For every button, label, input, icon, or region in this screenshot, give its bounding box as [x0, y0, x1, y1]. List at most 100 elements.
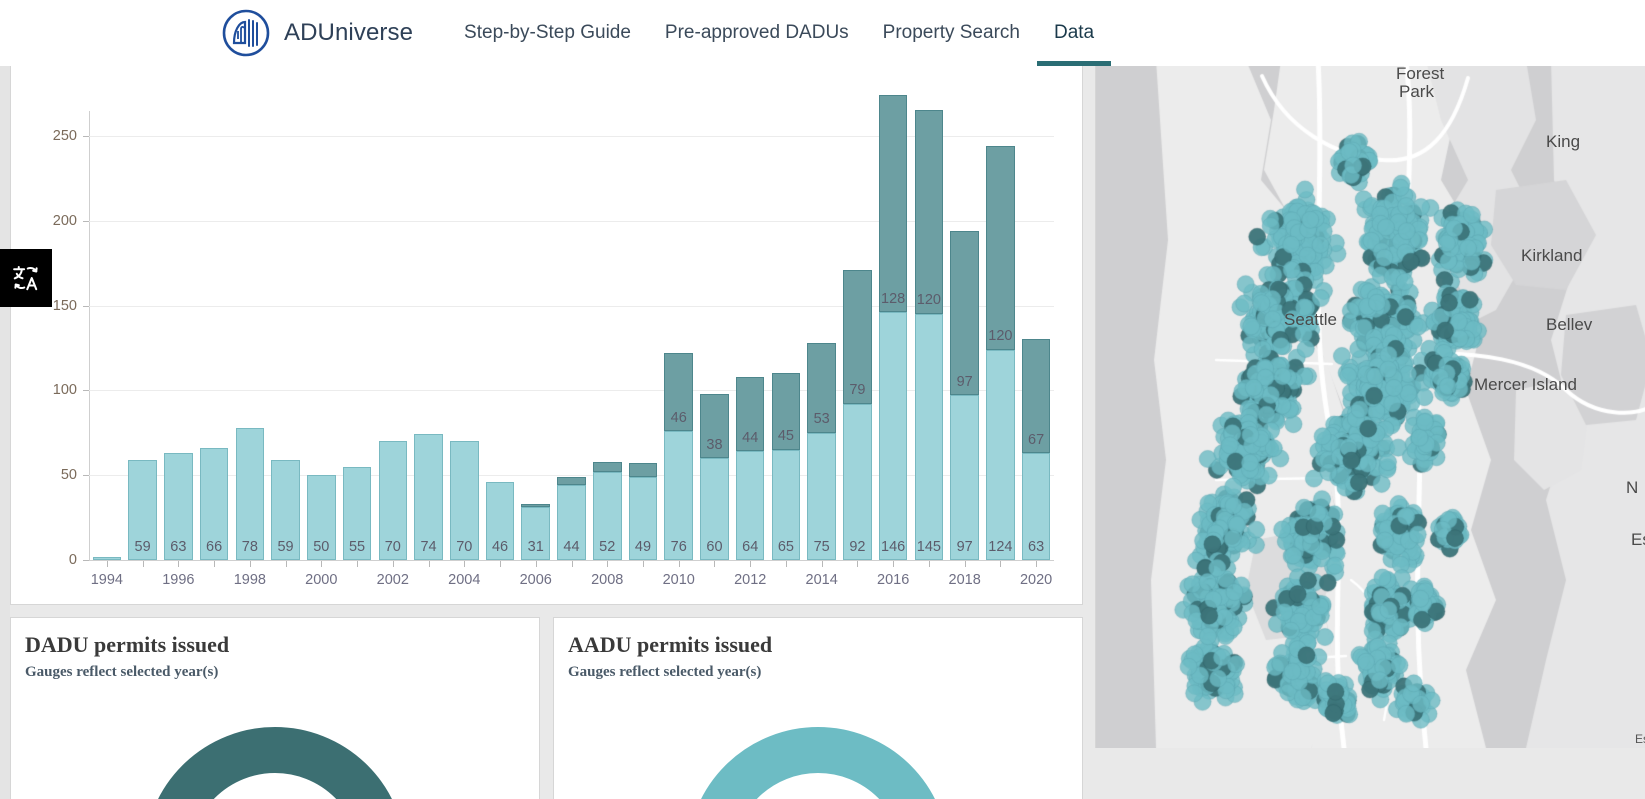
bar-segment-aadu[interactable]: 66 [199, 448, 229, 560]
bar-segment-dadu[interactable] [592, 461, 622, 472]
bar-segment-aadu[interactable]: 64 [735, 451, 765, 560]
bar-segment-aadu[interactable]: 46 [485, 481, 515, 560]
y-axis-tick [83, 475, 89, 477]
bar-group[interactable]: 52 [592, 51, 622, 560]
bar-segment-aadu[interactable]: 31 [521, 507, 551, 560]
bar-segment-aadu[interactable]: 55 [342, 466, 372, 560]
bar-segment-aadu[interactable]: 124 [986, 349, 1015, 560]
bar-group[interactable]: 63 67 [1021, 51, 1051, 560]
bar-segment-aadu[interactable]: 70 [378, 441, 408, 560]
bar-segment-aadu[interactable]: 52 [592, 471, 622, 560]
bar-group[interactable]: 44 [557, 51, 586, 560]
x-axis-tick [178, 561, 180, 567]
bar-group[interactable]: 146 128 [878, 51, 908, 560]
bar-segment-aadu[interactable]: 74 [414, 434, 443, 560]
y-axis-label: 200 [52, 212, 77, 229]
bar-segment-dadu[interactable]: 44 [735, 376, 765, 452]
bar-segment-aadu[interactable]: 145 [914, 313, 944, 560]
bar-value-label: 46 [491, 538, 509, 555]
bar-segment-dadu[interactable]: 53 [807, 342, 836, 433]
nav-link-step-by-step-guide[interactable]: Step-by-Step Guide [464, 22, 631, 43]
bar-group[interactable]: 124 120 [986, 51, 1015, 560]
aadu-gauge-title: AADU permits issued [568, 632, 773, 657]
bar-segment-aadu[interactable]: 70 [449, 441, 479, 560]
bar-segment-dadu[interactable]: 46 [664, 353, 693, 432]
bar-group[interactable]: 75 53 [807, 51, 836, 560]
map-canvas[interactable] [1096, 60, 1645, 748]
bar-segment-dadu[interactable]: 120 [986, 146, 1015, 350]
bar-value-label: 63 [170, 538, 187, 555]
bar-segment-aadu[interactable]: 63 [1021, 453, 1051, 560]
bar-segment-dadu[interactable] [521, 504, 551, 508]
gridline [89, 390, 1054, 392]
bar-group[interactable]: 70 [449, 51, 479, 560]
bar-value-label: 63 [1028, 538, 1045, 555]
bar-group[interactable]: 59 [128, 51, 157, 560]
bar-segment-dadu[interactable] [557, 476, 586, 486]
bar-segment-aadu[interactable]: 44 [557, 485, 586, 560]
adu-locations-map[interactable]: Forest Park King Kirkland Seattle Bellev Merce… [1095, 60, 1645, 748]
bar-value-label: 49 [634, 538, 652, 555]
gridline [89, 220, 1054, 222]
page-scroll-rail[interactable] [0, 66, 10, 799]
translate-icon[interactable] [0, 249, 52, 307]
nav-link-property-search[interactable]: Property Search [882, 22, 1020, 43]
aadu-gauge-ring[interactable] [673, 713, 963, 799]
bar-group[interactable]: 49 [628, 51, 658, 560]
bar-segment-aadu[interactable]: 59 [271, 459, 300, 560]
bar-segment-aadu[interactable]: 49 [628, 476, 658, 560]
bar-segment-aadu[interactable]: 92 [843, 403, 872, 560]
bar-group[interactable] [92, 51, 122, 560]
bar-value-label: 70 [384, 538, 401, 555]
bar-group[interactable]: 31 [521, 51, 551, 560]
bar-group[interactable]: 92 79 [843, 51, 872, 560]
bar-segment-aadu[interactable]: 75 [807, 432, 836, 560]
bar-segment-aadu[interactable]: 60 [700, 458, 729, 560]
bar-segment-aadu[interactable]: 59 [128, 459, 157, 560]
bar-segment-dadu[interactable]: 97 [950, 230, 979, 396]
bar-group[interactable]: 64 44 [735, 51, 765, 560]
bar-segment-aadu[interactable]: 146 [878, 312, 908, 560]
dadu-gauge-ring[interactable] [130, 713, 420, 799]
bar-group[interactable]: 63 [164, 51, 193, 560]
bar-segment-dadu[interactable]: 67 [1021, 339, 1051, 454]
bar-group[interactable]: 46 [485, 51, 515, 560]
bar-segment-aadu[interactable]: 76 [664, 431, 693, 560]
chart-plot-area[interactable]: 0501001502002503005963667859505570747046… [11, 43, 1084, 606]
bar-segment-dadu[interactable]: 79 [843, 269, 872, 404]
bar-segment-dadu[interactable]: 45 [771, 373, 801, 450]
bar-segment-dadu[interactable]: 128 [878, 95, 908, 313]
bar-group[interactable]: 65 45 [771, 51, 801, 560]
bar-group[interactable]: 70 [378, 51, 408, 560]
nav-link-pre-approved-dadus[interactable]: Pre-approved DADUs [664, 22, 849, 43]
x-axis-tick [928, 561, 930, 567]
bar-segment-dadu[interactable] [628, 463, 658, 477]
bar-group[interactable]: 55 [342, 51, 372, 560]
bar-segment-aadu[interactable]: 50 [307, 475, 336, 560]
bar-segment-aadu[interactable]: 78 [235, 427, 265, 560]
bar-group[interactable]: 74 [414, 51, 443, 560]
map-attribution: Es [1634, 732, 1645, 746]
bar-value-label: 128 [881, 290, 906, 307]
bar-group[interactable]: 145 120 [914, 51, 944, 560]
bar-group[interactable]: 60 38 [700, 51, 729, 560]
bar-group[interactable]: 50 [307, 51, 336, 560]
dadu-permits-gauge-panel[interactable]: DADU permits issued Gauges reflect selec… [10, 617, 540, 799]
bar-group[interactable]: 76 46 [664, 51, 693, 560]
bar-group[interactable]: 78 [235, 51, 265, 560]
bar-segment-dadu[interactable]: 120 [914, 110, 944, 314]
bar-segment-aadu[interactable]: 97 [950, 395, 979, 560]
bar-group[interactable]: 66 [199, 51, 229, 560]
bar-segment-aadu[interactable]: 63 [164, 453, 193, 560]
bar-segment-dadu[interactable]: 38 [700, 393, 729, 459]
bar-segment-aadu[interactable] [92, 557, 122, 560]
brand-name[interactable]: ADUniverse [284, 19, 414, 46]
nav-link-data[interactable]: Data [1053, 22, 1095, 43]
bar-segment-aadu[interactable]: 65 [771, 449, 801, 560]
bar-group[interactable]: 97 97 [950, 51, 979, 560]
permits-by-year-bar-chart[interactable]: 0501001502002503005963667859505570747046… [10, 43, 1084, 606]
bar-value-label: 97 [956, 373, 973, 390]
bar-group[interactable]: 59 [271, 51, 300, 560]
bar-value-label: 124 [988, 538, 1013, 555]
aadu-permits-gauge-panel[interactable]: AADU permits issued Gauges reflect selec… [553, 617, 1083, 799]
